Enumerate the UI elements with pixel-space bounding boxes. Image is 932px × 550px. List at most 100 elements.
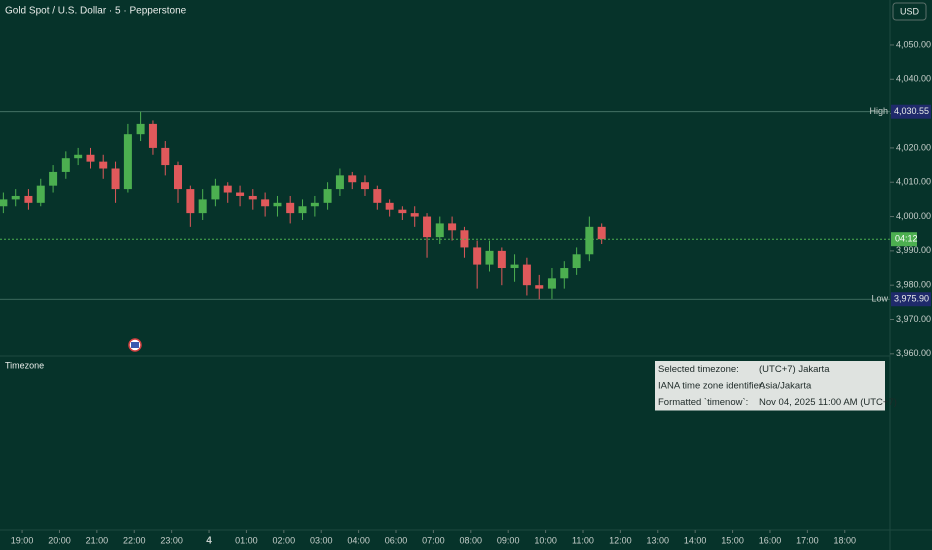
candle-body bbox=[61, 158, 70, 172]
table-cell: IANA time zone identifier: bbox=[658, 380, 765, 391]
candle-body bbox=[410, 213, 419, 217]
candle-body bbox=[398, 209, 407, 214]
candle-body bbox=[360, 182, 369, 190]
table-cell: Nov 04, 2025 11:00 AM (UTC+7) bbox=[759, 397, 897, 408]
currency-button[interactable] bbox=[892, 2, 927, 21]
x-tick-label: 4 bbox=[206, 536, 212, 547]
x-tick-label: 10:00 bbox=[534, 535, 557, 545]
candle-body bbox=[273, 202, 282, 207]
candle-body bbox=[248, 195, 257, 200]
x-tick-label: 03:00 bbox=[310, 535, 333, 545]
table-cell: Selected timezone: bbox=[658, 364, 739, 375]
level-label: 3,975.90 bbox=[894, 294, 929, 304]
level-label: 4,030.55 bbox=[894, 106, 929, 116]
x-tick-label: 21:00 bbox=[86, 535, 109, 545]
currency-label[interactable]: USD bbox=[900, 6, 920, 16]
candle-body bbox=[0, 199, 8, 207]
candle-body bbox=[36, 185, 45, 203]
y-tick-label: 3,960.00 bbox=[896, 348, 931, 358]
candle-body bbox=[560, 268, 569, 279]
countdown-box bbox=[891, 232, 917, 247]
candle-body bbox=[24, 195, 33, 203]
candle-body bbox=[535, 285, 544, 289]
table-background bbox=[655, 361, 885, 411]
candle-body bbox=[99, 161, 108, 169]
candle-body bbox=[148, 123, 157, 148]
x-tick-label: 19:00 bbox=[11, 535, 34, 545]
candle-body bbox=[298, 206, 307, 214]
x-tick-label: 22:00 bbox=[123, 535, 146, 545]
candle-body bbox=[597, 226, 606, 240]
x-tick-label: 15:00 bbox=[721, 535, 744, 545]
candle-body bbox=[385, 202, 394, 210]
candle-body bbox=[510, 264, 519, 269]
level-box bbox=[891, 104, 931, 119]
level-box bbox=[891, 292, 931, 307]
candle-body bbox=[123, 134, 132, 190]
candle-body bbox=[49, 171, 58, 186]
y-tick-label: 3,980.00 bbox=[896, 280, 931, 290]
y-tick-label: 4,000.00 bbox=[896, 211, 931, 221]
candle-body bbox=[136, 123, 145, 135]
candle-body bbox=[473, 247, 482, 265]
event-icon[interactable] bbox=[128, 338, 142, 352]
level-name: High bbox=[869, 106, 888, 116]
candle-body bbox=[236, 192, 245, 196]
candle-body bbox=[547, 278, 556, 289]
table-cell: Asia/Jakarta bbox=[759, 380, 812, 391]
y-tick-label: 4,040.00 bbox=[896, 74, 931, 84]
candle-body bbox=[348, 175, 357, 183]
candle-body bbox=[286, 202, 295, 214]
x-tick-label: 12:00 bbox=[609, 535, 632, 545]
candle-body bbox=[111, 168, 120, 190]
x-tick-label: 06:00 bbox=[385, 535, 408, 545]
candle-body bbox=[435, 223, 444, 238]
candle-body bbox=[373, 189, 382, 203]
x-tick-label: 13:00 bbox=[647, 535, 670, 545]
x-tick-label: 20:00 bbox=[48, 535, 71, 545]
y-tick-label: 4,050.00 bbox=[896, 39, 931, 49]
chart-title: Gold Spot / U.S. Dollar · 5 · Pepperston… bbox=[5, 6, 187, 17]
x-tick-label: 18:00 bbox=[833, 535, 856, 545]
x-tick-label: 17:00 bbox=[796, 535, 819, 545]
candle-body bbox=[198, 199, 207, 214]
table-cell: (UTC+7) Jakarta bbox=[759, 364, 830, 375]
candle-body bbox=[585, 226, 594, 255]
candle-body bbox=[186, 189, 195, 214]
candle-body bbox=[161, 147, 170, 166]
candle-body bbox=[11, 195, 20, 200]
indicator-name: Timezone bbox=[5, 360, 44, 370]
candle-body bbox=[86, 154, 95, 162]
candle-body bbox=[174, 165, 182, 190]
x-tick-label: 02:00 bbox=[273, 535, 296, 545]
table-cell: Formatted `timenow`: bbox=[658, 397, 748, 408]
candle-body bbox=[522, 264, 531, 286]
x-tick-label: 08:00 bbox=[460, 535, 483, 545]
candle-body bbox=[323, 189, 332, 203]
x-tick-label: 09:00 bbox=[497, 535, 520, 545]
x-tick-label: 07:00 bbox=[422, 535, 445, 545]
level-name: Low bbox=[871, 294, 888, 304]
candle-body bbox=[448, 223, 457, 231]
event-icon-flag[interactable] bbox=[131, 342, 139, 348]
indicator-table: Selected timezone: (UTC+7) Jakarta IANA ti… bbox=[655, 361, 897, 411]
candle-body bbox=[261, 199, 270, 207]
candle-body bbox=[223, 185, 232, 193]
candle-body bbox=[572, 254, 581, 269]
x-tick-label: 16:00 bbox=[759, 535, 782, 545]
x-tick-label: 23:00 bbox=[160, 535, 183, 545]
x-tick-label: 01:00 bbox=[235, 535, 258, 545]
x-tick-label: 14:00 bbox=[684, 535, 707, 545]
candle-body bbox=[485, 250, 494, 265]
y-tick-label: 4,020.00 bbox=[896, 142, 931, 152]
candle-body bbox=[74, 154, 83, 159]
y-tick-label: 3,990.00 bbox=[896, 245, 931, 255]
candle-body bbox=[423, 216, 432, 238]
x-tick-label: 11:00 bbox=[572, 535, 594, 545]
y-tick-label: 3,970.00 bbox=[896, 314, 931, 324]
y-tick-label: 4,010.00 bbox=[896, 177, 931, 187]
candle-body bbox=[335, 175, 344, 190]
